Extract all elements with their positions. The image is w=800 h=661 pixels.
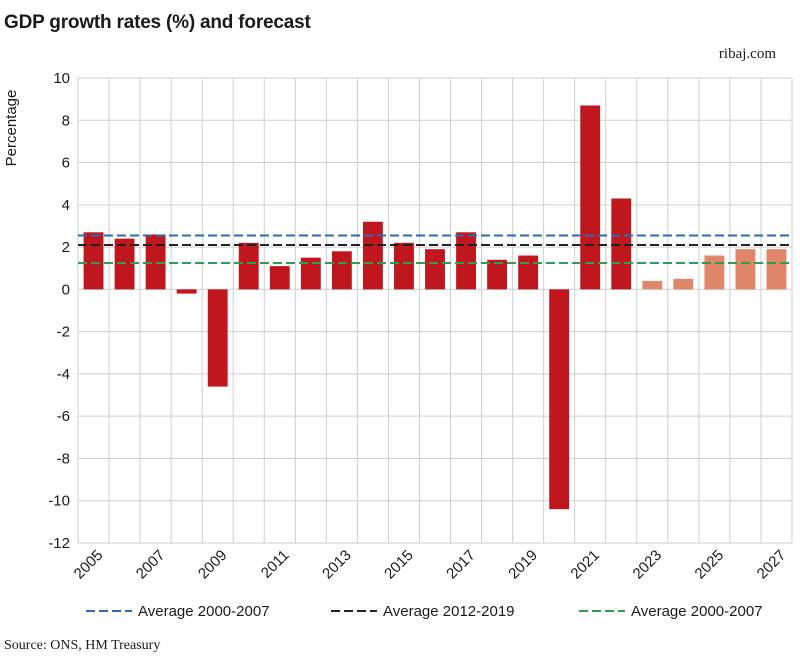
bar-2012 (300, 257, 321, 290)
y-tick-label: -2 (57, 324, 70, 341)
x-tick-label: 2025 (692, 547, 728, 583)
bar-2010 (238, 242, 259, 290)
x-tick-label: 2017 (443, 547, 479, 583)
bar-2017 (456, 232, 476, 290)
bar-2008 (176, 289, 197, 294)
y-tick-label: 8 (62, 112, 70, 129)
y-tick-label: 0 (62, 281, 70, 298)
x-axis: 2005 2007 2009 2011 2013 2015 2017 2019 2021 2023… (71, 547, 790, 583)
legend-label: Average 2000-2007 (631, 603, 763, 620)
brand-label: ribaj.com (718, 46, 776, 62)
x-tick-label: 2019 (505, 547, 541, 583)
bar-2009 (207, 289, 228, 387)
chart-title: GDP growth rates (%) and forecast (4, 12, 311, 33)
y-tick-label: 10 (53, 70, 70, 87)
bar-2027 (766, 249, 787, 290)
bar-2026 (735, 249, 756, 290)
y-tick-label: -6 (57, 408, 70, 425)
x-tick-label: 2021 (567, 547, 603, 583)
legend-item-1: Average 2000-2007 (86, 603, 270, 620)
bar-2024 (673, 278, 694, 290)
bar-2011 (269, 266, 290, 290)
x-tick-label: 2011 (258, 547, 293, 582)
y-axis-label: Percentage (3, 90, 20, 167)
y-tick-label: 2 (62, 239, 70, 256)
y-tick-label: -12 (48, 535, 70, 552)
x-tick-label: 2013 (319, 547, 355, 583)
y-tick-label: 4 (62, 197, 70, 214)
bar-2007 (145, 234, 166, 290)
x-tick-label: 2009 (195, 547, 231, 583)
y-tick-label: -4 (57, 366, 70, 383)
grid-layer (77, 77, 793, 544)
bar-2014 (362, 221, 383, 290)
reference-line-layer (78, 234, 792, 264)
y-axis: 10 8 6 4 2 0 -2 -4 -6 -8 -10 -12 Percentage (3, 70, 70, 552)
bar-2021 (580, 105, 601, 290)
y-tick-label: 6 (62, 155, 70, 172)
bar-2020 (549, 289, 570, 510)
bar-2022 (611, 198, 632, 290)
bar-2013 (331, 251, 352, 290)
x-tick-label: 2005 (71, 547, 107, 583)
bar-2016 (425, 249, 445, 290)
x-tick-label: 2015 (381, 547, 417, 583)
source-note: Source: ONS, HM Treasury (4, 638, 161, 653)
bar-2018 (487, 259, 508, 290)
y-tick-label: -8 (57, 450, 70, 467)
x-tick-label: 2027 (754, 547, 790, 583)
legend-label: Average 2000-2007 (138, 603, 270, 620)
y-tick-label: -10 (48, 493, 70, 510)
x-tick-label: 2007 (133, 547, 169, 583)
bar-2025 (704, 255, 725, 290)
legend-item-2: Average 2012-2019 (331, 603, 515, 620)
legend: Average 2000-2007 Average 2012-2019 Averag… (86, 603, 763, 620)
bar-layer (83, 105, 787, 510)
bar-2015 (394, 242, 414, 290)
bar-2023 (642, 280, 663, 290)
bar-2006 (114, 238, 135, 290)
legend-label: Average 2012-2019 (383, 603, 515, 620)
bar-2005 (83, 232, 104, 290)
legend-item-3: Average 2000-2007 (579, 603, 763, 620)
x-tick-label: 2023 (630, 547, 666, 583)
bar-2019 (518, 255, 539, 290)
